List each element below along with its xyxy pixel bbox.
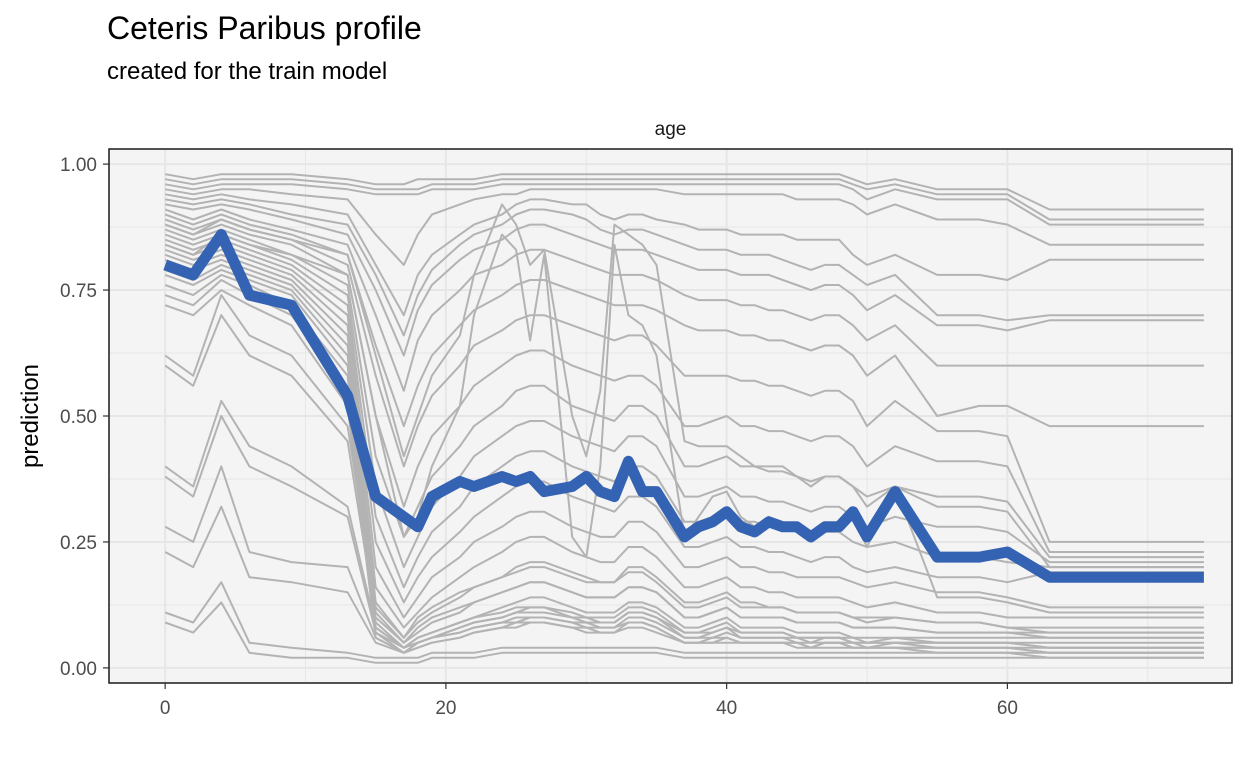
series-line [164, 208, 1204, 392]
highlight-series-line [163, 229, 1204, 583]
series-line [164, 294, 1204, 639]
series-line [165, 183, 1204, 226]
series-line [164, 213, 1204, 428]
series-line [165, 193, 1204, 317]
y-axis: 0.00 0.25 0.50 0.75 1.00 [60, 155, 109, 680]
series-line [164, 218, 1204, 543]
facet-strip [109, 112, 1232, 149]
series-line [165, 178, 1204, 221]
chart-title: Ceteris Paribus profile [107, 10, 422, 46]
y-axis-title: prediction [17, 364, 44, 468]
y-tick-label: 0.00 [60, 659, 97, 680]
x-tick-label: 60 [997, 698, 1018, 719]
series-line [164, 223, 1204, 553]
chart-subtitle: created for the train model [107, 58, 388, 85]
y-tick-label: 0.25 [60, 533, 97, 554]
x-tick-label: 40 [716, 698, 737, 719]
series-line [164, 581, 1204, 659]
series-line [164, 248, 1204, 619]
series-line [165, 203, 1204, 357]
series-line [164, 238, 1204, 589]
highlight-profile [163, 229, 1204, 583]
series-line [165, 198, 1204, 337]
x-axis: 0 20 40 60 [160, 683, 1018, 719]
series-line [164, 415, 1204, 649]
y-tick-label: 0.50 [60, 407, 97, 428]
series-line [165, 188, 1204, 266]
y-tick-label: 0.75 [60, 281, 97, 302]
y-tick-label: 1.00 [60, 155, 97, 176]
series-line [164, 314, 1204, 644]
facet-strip-label: age [655, 119, 687, 140]
background-profiles [164, 173, 1204, 664]
series-line [164, 203, 1204, 569]
series-line [165, 173, 1204, 211]
series-line [164, 505, 1204, 654]
x-tick-label: 20 [435, 698, 456, 719]
series-line [164, 601, 1204, 664]
series-line [164, 253, 1204, 629]
x-tick-label: 0 [160, 698, 171, 719]
